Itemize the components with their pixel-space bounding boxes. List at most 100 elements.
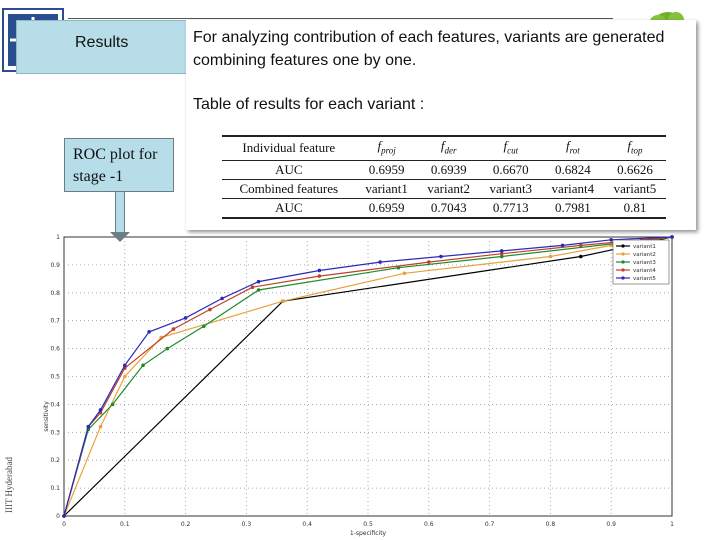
y-tick-label: 0.8	[50, 290, 60, 297]
table-header-fproj: fproj	[355, 134, 418, 161]
data-point-variant5	[560, 243, 565, 248]
table-cell: f	[503, 138, 508, 153]
x-tick-label: 0.4	[302, 521, 312, 528]
data-point-variant5	[670, 235, 674, 239]
y-axis-label: sensitivity	[43, 401, 50, 432]
data-point-variant2	[281, 299, 285, 303]
legend-marker-variant4	[621, 268, 625, 272]
data-point-variant3	[499, 254, 504, 259]
data-point-variant5	[86, 424, 91, 429]
table-cell: top	[631, 145, 643, 156]
data-point-variant4	[317, 274, 322, 278]
table-cell: 0.6959	[355, 160, 418, 180]
data-point-variant2	[548, 254, 553, 259]
table-cell: cut	[507, 145, 519, 156]
table-header-ftop: ftop	[603, 134, 666, 161]
data-point-variant5	[147, 330, 151, 334]
data-point-variant4	[499, 251, 504, 256]
legend-label-variant4: variant4	[633, 268, 656, 274]
y-tick-label: 0.3	[50, 429, 60, 436]
legend-marker-variant1	[621, 244, 625, 248]
legend-label-variant2: variant2	[633, 252, 656, 258]
table-cell: 0.81	[603, 198, 666, 219]
data-point-variant4	[208, 307, 212, 312]
data-point-variant4	[171, 327, 176, 331]
data-point-variant5	[183, 316, 188, 320]
data-point-variant3	[110, 402, 115, 407]
x-tick-label: 0	[62, 521, 66, 528]
data-point-variant5	[378, 260, 382, 264]
table-header-frot: frot	[541, 134, 604, 161]
callout-arrow-icon	[110, 232, 130, 242]
data-point-variant3	[256, 288, 261, 292]
description-text: For analyzing contribution of each featu…	[193, 29, 665, 69]
roc-callout: ROC plot for stage -1	[64, 138, 174, 192]
y-tick-label: 0.9	[50, 262, 60, 269]
callout-text: ROC plot for stage -1	[73, 146, 158, 185]
table-cell: 0.6959	[355, 198, 418, 219]
data-point-variant5	[609, 237, 613, 242]
title-rule	[68, 18, 613, 19]
data-point-variant4	[427, 260, 431, 264]
info-panel: For analyzing contribution of each featu…	[186, 20, 696, 230]
data-point-variant5	[256, 279, 261, 284]
table-cell: proj	[381, 145, 396, 156]
x-tick-label: 0.6	[424, 521, 434, 528]
y-tick-label: 0.2	[50, 457, 60, 464]
data-point-variant5	[62, 514, 66, 518]
x-tick-label: 0.7	[485, 521, 495, 528]
x-tick-label: 1	[670, 521, 674, 528]
results-table: Individual feature fproj fder fcut frot …	[222, 134, 666, 219]
data-point-variant4	[250, 285, 255, 290]
data-point-variant2	[402, 271, 407, 276]
table-title: Table of results for each variant :	[193, 96, 425, 113]
legend-marker-variant2	[621, 252, 625, 256]
table-cell: f	[627, 138, 631, 153]
table-row: AUC 0.6959 0.7043 0.7713 0.7981 0.81	[222, 198, 666, 219]
data-point-variant1	[579, 254, 583, 259]
table-row: Individual feature fproj fder fcut frot …	[222, 134, 666, 161]
x-tick-label: 0.3	[242, 521, 252, 528]
legend-marker-variant3	[621, 260, 625, 264]
x-axis-label: 1-specificity	[350, 530, 387, 537]
table-cell: variant2	[417, 179, 480, 199]
x-tick-label: 0.9	[606, 521, 616, 528]
data-point-variant3	[141, 363, 145, 368]
data-point-variant5	[439, 254, 443, 259]
data-point-variant2	[98, 424, 103, 429]
legend-label-variant1: variant1	[633, 244, 656, 250]
x-tick-label: 0.5	[363, 521, 373, 528]
table-cell: 0.7043	[417, 198, 480, 219]
x-tick-label: 0.8	[546, 521, 556, 528]
data-point-variant4	[579, 243, 583, 248]
table-cell: 0.6939	[417, 160, 480, 180]
x-tick-label: 0.1	[120, 521, 130, 528]
data-point-variant2	[123, 374, 127, 379]
table-cell: 0.6626	[603, 160, 666, 180]
y-tick-label: 0	[56, 513, 60, 520]
table-header-fcut: fcut	[479, 134, 542, 161]
table-cell: der	[444, 145, 457, 156]
table-cell: 0.7981	[541, 198, 604, 219]
table-cell: variant1	[355, 179, 418, 199]
title-box: Results	[16, 20, 190, 74]
table-cell: variant3	[479, 179, 542, 199]
data-point-variant3	[396, 265, 401, 270]
table-cell: 0.7713	[479, 198, 542, 219]
data-point-variant5	[123, 363, 127, 368]
table-cell: variant4	[541, 179, 604, 199]
y-tick-label: 0.6	[50, 346, 60, 353]
table-cell: f	[377, 138, 382, 153]
table-cell: Combined features	[222, 179, 356, 199]
data-point-variant5	[499, 249, 504, 253]
table-cell: AUC	[222, 160, 356, 180]
table-cell: variant5	[603, 179, 666, 199]
callout-arrow-shaft	[115, 192, 125, 232]
y-tick-label: 0.7	[50, 318, 60, 325]
legend-label-variant3: variant3	[633, 260, 656, 266]
slide-title: Results	[75, 34, 129, 51]
y-tick-label: 0.1	[50, 485, 60, 492]
table-cell: Individual feature	[222, 134, 356, 161]
data-point-variant5	[220, 296, 224, 301]
table-row: AUC 0.6959 0.6939 0.6670 0.6824 0.6626	[222, 160, 666, 180]
